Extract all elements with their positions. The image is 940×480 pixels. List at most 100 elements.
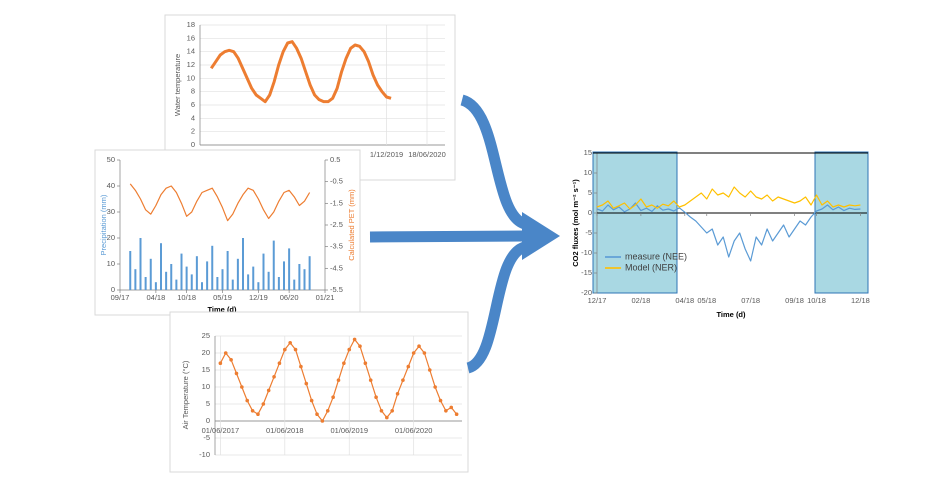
- marker: [229, 358, 233, 362]
- y-tick-label: 10: [584, 168, 592, 177]
- y2-tick-label: -1.5: [330, 198, 343, 207]
- y-tick-label: -10: [581, 248, 592, 257]
- shaded-period: [814, 151, 869, 294]
- marker: [266, 388, 271, 393]
- bar: [129, 251, 132, 290]
- x-tick-label: 1/12/2019: [370, 150, 403, 159]
- marker: [245, 398, 250, 403]
- bar: [283, 261, 285, 290]
- marker: [256, 412, 260, 417]
- marker: [395, 392, 400, 396]
- y-axis-label: Water temperature: [173, 54, 182, 116]
- air-temperature-panel: [169, 311, 469, 473]
- x-tick-label: 01/21: [316, 293, 335, 302]
- y-tick-label: 30: [107, 207, 115, 216]
- marker: [288, 341, 292, 345]
- y-tick-label: 6: [191, 100, 195, 109]
- bar: [277, 277, 280, 290]
- marker: [218, 361, 223, 366]
- marker: [406, 364, 411, 369]
- arrows: [369, 94, 528, 374]
- marker: [331, 395, 335, 400]
- y-axis-label: Precipitation (mm): [99, 194, 108, 255]
- marker: [320, 419, 325, 423]
- marker: [325, 409, 330, 413]
- y2-tick-label: -4.5: [330, 263, 343, 272]
- legend-label: Model (NER): [625, 262, 677, 272]
- y-tick-label: 0: [111, 285, 115, 294]
- y-tick-label: -5: [585, 228, 592, 237]
- bar: [139, 238, 142, 290]
- bar: [247, 274, 250, 290]
- marker: [417, 344, 421, 349]
- bar: [252, 266, 255, 290]
- bar: [185, 266, 188, 290]
- line: [596, 186, 861, 210]
- bar: [216, 277, 219, 290]
- y-tick-label: -15: [581, 268, 592, 277]
- bar: [190, 274, 193, 290]
- y2-tick-label: -0.5: [330, 177, 343, 186]
- marker: [358, 344, 362, 349]
- bar: [170, 264, 173, 290]
- bar: [201, 282, 203, 290]
- bar: [160, 243, 162, 290]
- x-tick-label: 06/20: [280, 293, 299, 302]
- x-axis-label: Time (d): [716, 310, 746, 319]
- air-temperature-chart: -10 -5 0 5 10 15 20 25 01/06/2017 01/06/2018 01/06…: [181, 331, 462, 459]
- bar: [262, 253, 265, 290]
- bar: [257, 282, 260, 290]
- x-tick-label: 01/06/2020: [395, 426, 433, 435]
- line: [129, 183, 311, 222]
- arrow-shaft: [459, 94, 528, 230]
- marker: [315, 412, 319, 417]
- y-tick-label: 16: [187, 33, 195, 42]
- bar: [211, 245, 214, 290]
- x-tick-label: 01/06/2019: [330, 426, 368, 435]
- y2-tick-label: 0.5: [330, 155, 340, 164]
- marker: [336, 378, 341, 383]
- marker: [250, 409, 255, 413]
- y-tick-label: 10: [107, 259, 115, 268]
- bar: [144, 277, 147, 290]
- marker: [299, 364, 303, 369]
- x-tick-label: 05/18: [697, 296, 716, 305]
- bar: [298, 264, 301, 290]
- bar: [154, 282, 157, 290]
- marker: [234, 371, 239, 376]
- bar: [303, 269, 306, 290]
- y-tick-label: 2: [191, 127, 195, 136]
- bar: [242, 238, 244, 290]
- y-tick-label: 20: [202, 348, 210, 357]
- marker: [385, 415, 389, 420]
- y-tick-label: 4: [191, 113, 195, 122]
- x-tick-label: 10/18: [807, 296, 826, 305]
- x-tick-label: 09/17: [111, 293, 130, 302]
- marker: [368, 378, 373, 383]
- y-tick-label: 15: [584, 148, 592, 157]
- marker: [293, 347, 298, 352]
- shaded-period: [592, 151, 678, 294]
- y-tick-label: 20: [107, 233, 115, 242]
- x-axis-label: Time (d): [207, 305, 237, 314]
- bar: [221, 269, 224, 290]
- bar: [231, 279, 234, 290]
- precipitation-chart: 0 10 20 30 40 50 0.5 -0.5 -1.5 -2.5 -3.5 -4.5 -5.5 09…: [99, 155, 356, 314]
- y-tick-label: 40: [107, 181, 115, 190]
- marker: [379, 409, 384, 413]
- y-tick-label: 18: [187, 20, 195, 29]
- marker: [309, 398, 314, 403]
- x-tick-label: 12/18: [851, 296, 870, 305]
- x-tick-label: 05/19: [213, 293, 232, 302]
- bar: [236, 258, 239, 290]
- x-tick-label: 07/18: [741, 296, 760, 305]
- bar: [134, 269, 137, 290]
- marker: [390, 409, 394, 413]
- marker: [304, 381, 309, 386]
- marker: [444, 409, 448, 413]
- y2-axis-label: Calculated PET (mm): [347, 189, 356, 261]
- marker: [261, 402, 266, 406]
- y-tick-label: 10: [202, 382, 210, 391]
